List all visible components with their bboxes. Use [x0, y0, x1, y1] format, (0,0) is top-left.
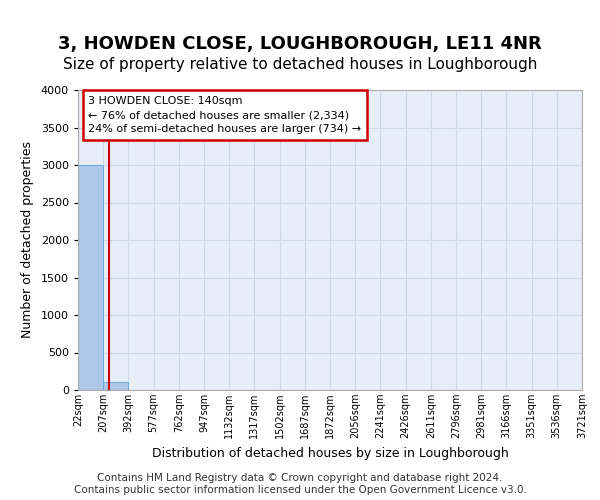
Bar	[103, 382, 128, 390]
Text: Size of property relative to detached houses in Loughborough: Size of property relative to detached ho…	[63, 58, 537, 72]
X-axis label: Distribution of detached houses by size in Loughborough: Distribution of detached houses by size …	[152, 446, 508, 460]
Text: Contains HM Land Registry data © Crown copyright and database right 2024.
Contai: Contains HM Land Registry data © Crown c…	[74, 474, 526, 495]
Text: 3 HOWDEN CLOSE: 140sqm
← 76% of detached houses are smaller (2,334)
24% of semi-: 3 HOWDEN CLOSE: 140sqm ← 76% of detached…	[88, 96, 361, 134]
Text: 3, HOWDEN CLOSE, LOUGHBOROUGH, LE11 4NR: 3, HOWDEN CLOSE, LOUGHBOROUGH, LE11 4NR	[58, 34, 542, 52]
Y-axis label: Number of detached properties: Number of detached properties	[21, 142, 34, 338]
Bar	[78, 165, 103, 390]
